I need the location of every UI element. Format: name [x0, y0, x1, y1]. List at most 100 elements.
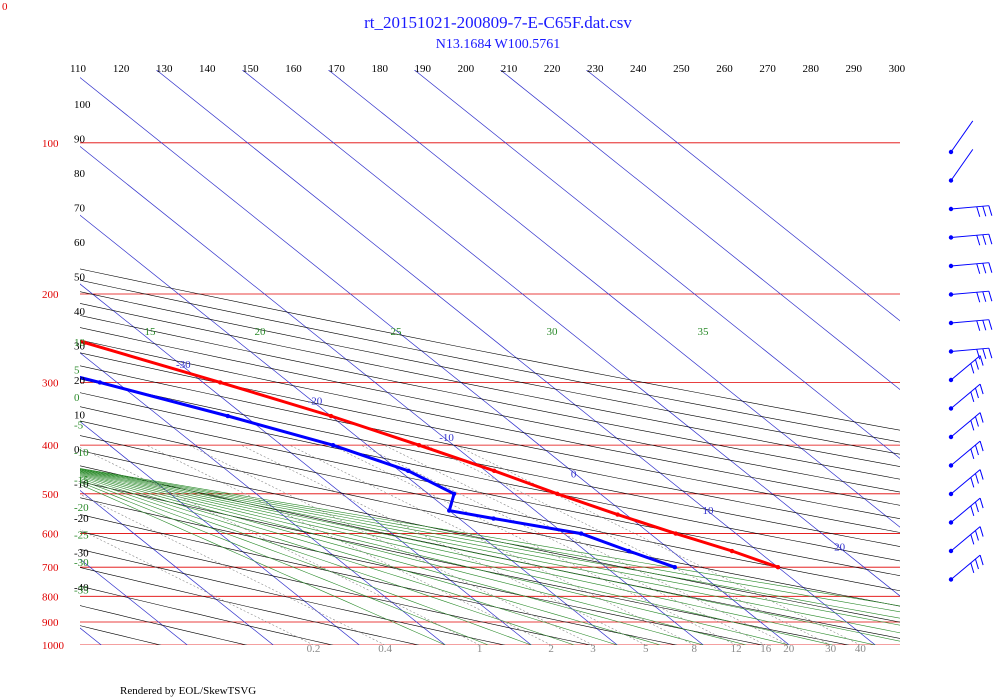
isotherm-line — [499, 70, 900, 391]
isobar-label: 300 — [42, 377, 59, 389]
top-temperature-tick: 220 — [544, 63, 561, 75]
mixing-ratio-label: 5 — [643, 643, 649, 655]
dry-adiabat-line — [80, 279, 900, 443]
wind-barb — [948, 205, 993, 217]
moist-adiabat-label: -30 — [74, 557, 89, 569]
wind-barb — [948, 412, 984, 440]
dry-adiabat-label: -30 — [74, 548, 89, 560]
isotherm-line — [80, 421, 360, 645]
moist-adiabat-line — [80, 472, 790, 645]
mixing-ratio-label: 40 — [855, 643, 867, 655]
wind-barb-feather — [974, 473, 979, 484]
dry-adiabat-line — [80, 497, 764, 645]
moist-adiabat-line — [80, 468, 900, 613]
wind-barb-feather — [982, 234, 987, 245]
moist-adiabat-line — [80, 468, 900, 619]
moist-adiabat-label: 0 — [74, 392, 80, 404]
mixing-ratio-line — [188, 444, 594, 645]
mixing-ratio-line — [80, 493, 386, 645]
wind-barb-feather — [976, 349, 981, 360]
wind-barb — [948, 554, 984, 582]
mixing-ratio-label: 1 — [477, 643, 483, 655]
wind-barb — [948, 120, 974, 155]
wind-barb-feather — [976, 235, 981, 246]
moist-adiabat-line — [80, 473, 747, 645]
isotherm-line — [327, 70, 900, 528]
mixing-ratio-line — [425, 444, 831, 645]
wind-barb-staff — [950, 233, 989, 238]
wind-barb-feather — [982, 263, 987, 274]
wind-barb-feather — [976, 263, 981, 274]
mixing-ratio-label: 8 — [691, 643, 697, 655]
moist-adiabat-label: 35 — [698, 326, 710, 338]
moist-adiabat-label: -20 — [74, 502, 89, 514]
wind-barb-staff — [950, 412, 981, 438]
moist-adiabat-line — [80, 479, 532, 645]
wind-barb-feather — [979, 355, 984, 366]
wind-barb — [948, 149, 974, 183]
top-temperature-tick: 210 — [501, 63, 518, 75]
dry-adiabat-line — [0, 80, 31, 656]
wind-barb-staff — [950, 205, 989, 210]
wind-barb — [948, 355, 984, 383]
isobar-label: 700 — [42, 562, 59, 574]
dry-adiabat-label: 30 — [74, 341, 86, 353]
mixing-ratio-label: 30 — [825, 643, 837, 655]
wind-barb-staff — [950, 290, 989, 295]
wind-barb — [948, 262, 993, 274]
wind-barb-feather — [982, 348, 987, 359]
wind-barb-staff — [950, 383, 981, 409]
wind-barb-feather — [979, 497, 984, 509]
isotherm-line — [80, 489, 274, 645]
top-temperature-tick: 280 — [802, 63, 819, 75]
temperature-trace — [80, 339, 779, 569]
wind-barb-feather — [988, 205, 993, 216]
chart-subtitle: N13.1684 W100.5761 — [436, 37, 561, 52]
moist-adiabat-label: -10 — [74, 447, 89, 459]
wind-barb-feather — [979, 526, 984, 537]
dry-adiabat-label: 20 — [74, 375, 86, 387]
mixing-ratio-line — [80, 529, 314, 645]
wind-barb — [948, 290, 993, 303]
wind-barb-feather — [979, 469, 984, 480]
wind-barb-staff — [950, 347, 989, 352]
isobar-label: 900 — [42, 617, 59, 629]
dry-adiabat-line — [80, 303, 900, 467]
dry-adiabat-line — [80, 352, 900, 520]
dry-adiabat-label: -10 — [74, 479, 89, 491]
isotherm-line — [155, 70, 876, 645]
moist-adiabat-line — [80, 469, 900, 626]
top-temperature-tick: 140 — [199, 63, 216, 75]
dry-adiabat-line — [80, 365, 900, 533]
dry-adiabat-line — [80, 435, 900, 607]
moist-adiabat-line — [80, 478, 575, 645]
top-temperature-tick: 180 — [371, 63, 388, 75]
dry-adiabat-line — [80, 378, 900, 547]
mixing-ratio-line — [361, 444, 766, 645]
wind-barb-feather — [970, 448, 975, 460]
footer-credit: Rendered by EOL/SkewTSVG — [120, 685, 256, 697]
top-temperature-tick: 290 — [846, 63, 863, 75]
moist-adiabat-line — [80, 474, 704, 645]
isotherm-line — [80, 558, 188, 645]
isotherm-line — [80, 283, 532, 645]
wind-barb-staff — [950, 526, 981, 552]
isobar-label: 200 — [42, 289, 59, 301]
moist-adiabat-label: 10 — [74, 337, 86, 349]
isobar-label: 500 — [42, 489, 59, 501]
wind-barb-staff — [950, 440, 981, 466]
dry-adiabat-label: 40 — [74, 306, 86, 318]
wind-barb-staff — [950, 497, 981, 523]
wind-barb-feather — [979, 554, 984, 566]
wind-barb-feather — [970, 534, 975, 545]
wind-barb-feather — [974, 359, 979, 370]
top-temperature-tick: 190 — [415, 63, 432, 75]
wind-barb-feather — [970, 391, 975, 403]
dry-adiabat-line — [80, 514, 678, 645]
dry-adiabat-label: 80 — [74, 168, 86, 180]
dry-adiabat-line — [80, 406, 900, 576]
mixing-ratio-label: 0.4 — [378, 643, 392, 655]
isobar-label: 600 — [42, 529, 59, 541]
wind-barb — [948, 383, 984, 411]
wind-barb — [948, 347, 993, 360]
